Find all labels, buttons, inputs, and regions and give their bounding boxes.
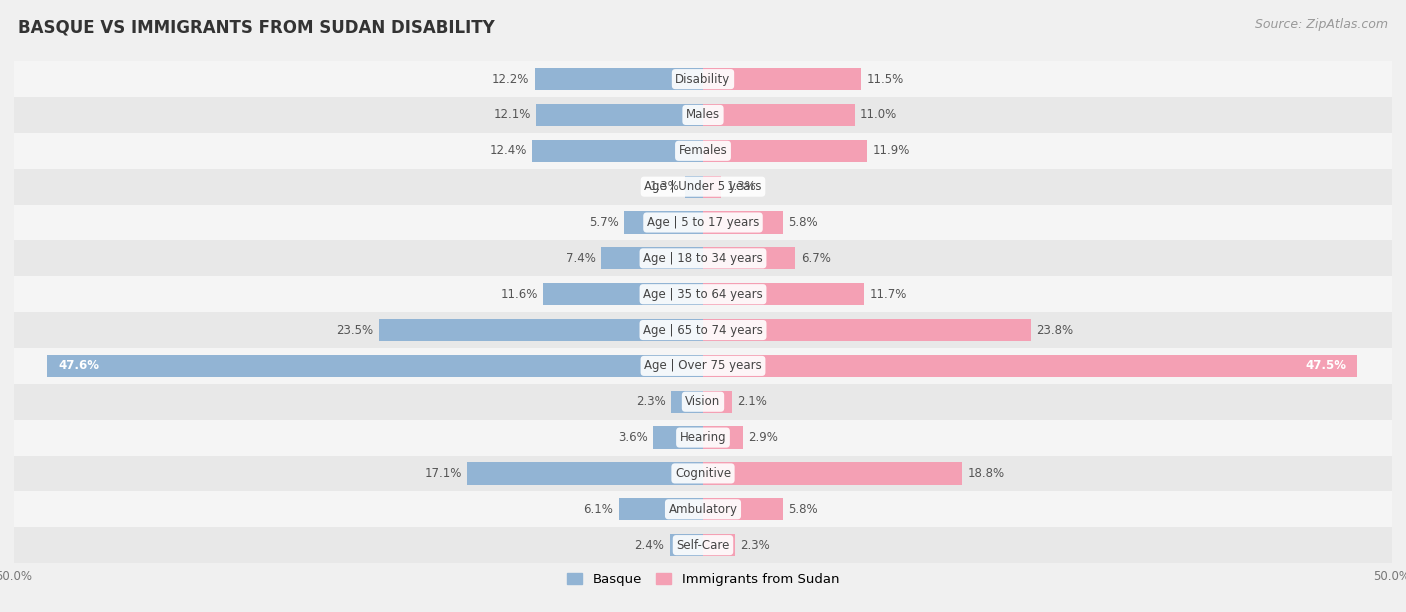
Text: 11.7%: 11.7% bbox=[870, 288, 907, 300]
Bar bbox=[534, 68, 703, 90]
Bar bbox=[380, 319, 703, 341]
Text: 2.3%: 2.3% bbox=[636, 395, 666, 408]
Text: 5.8%: 5.8% bbox=[789, 503, 818, 516]
Bar bbox=[703, 247, 796, 269]
Text: Age | 35 to 64 years: Age | 35 to 64 years bbox=[643, 288, 763, 300]
Bar bbox=[703, 534, 735, 556]
Text: 12.1%: 12.1% bbox=[494, 108, 531, 121]
Bar bbox=[467, 462, 703, 485]
Bar bbox=[703, 283, 865, 305]
Text: 2.3%: 2.3% bbox=[740, 539, 770, 551]
Text: Age | 65 to 74 years: Age | 65 to 74 years bbox=[643, 324, 763, 337]
Bar bbox=[703, 104, 855, 126]
Text: 1.3%: 1.3% bbox=[650, 180, 679, 193]
Bar bbox=[14, 97, 1392, 133]
Text: Source: ZipAtlas.com: Source: ZipAtlas.com bbox=[1254, 18, 1388, 31]
Bar bbox=[543, 283, 703, 305]
Legend: Basque, Immigrants from Sudan: Basque, Immigrants from Sudan bbox=[561, 568, 845, 592]
Text: 2.1%: 2.1% bbox=[738, 395, 768, 408]
Bar bbox=[703, 427, 742, 449]
Text: Disability: Disability bbox=[675, 73, 731, 86]
Text: BASQUE VS IMMIGRANTS FROM SUDAN DISABILITY: BASQUE VS IMMIGRANTS FROM SUDAN DISABILI… bbox=[18, 18, 495, 36]
Text: 5.7%: 5.7% bbox=[589, 216, 619, 229]
Bar bbox=[14, 455, 1392, 491]
Bar bbox=[703, 498, 783, 520]
Text: 6.7%: 6.7% bbox=[801, 252, 831, 265]
Bar bbox=[14, 420, 1392, 455]
Text: 11.6%: 11.6% bbox=[501, 288, 537, 300]
Bar bbox=[14, 241, 1392, 276]
Text: Ambulatory: Ambulatory bbox=[668, 503, 738, 516]
Text: 2.4%: 2.4% bbox=[634, 539, 665, 551]
Text: 5.8%: 5.8% bbox=[789, 216, 818, 229]
Bar bbox=[703, 462, 962, 485]
Bar bbox=[14, 491, 1392, 527]
Text: 23.5%: 23.5% bbox=[336, 324, 374, 337]
Text: Self-Care: Self-Care bbox=[676, 539, 730, 551]
Text: 1.3%: 1.3% bbox=[727, 180, 756, 193]
Bar bbox=[14, 384, 1392, 420]
Bar bbox=[14, 348, 1392, 384]
Text: Hearing: Hearing bbox=[679, 431, 727, 444]
Bar bbox=[536, 104, 703, 126]
Bar bbox=[669, 534, 703, 556]
Text: Age | 18 to 34 years: Age | 18 to 34 years bbox=[643, 252, 763, 265]
Text: 23.8%: 23.8% bbox=[1036, 324, 1074, 337]
Bar bbox=[671, 390, 703, 413]
Bar bbox=[703, 176, 721, 198]
Text: 12.2%: 12.2% bbox=[492, 73, 530, 86]
Bar bbox=[619, 498, 703, 520]
Text: Age | Under 5 years: Age | Under 5 years bbox=[644, 180, 762, 193]
Bar bbox=[703, 319, 1031, 341]
Text: 2.9%: 2.9% bbox=[748, 431, 779, 444]
Bar bbox=[703, 355, 1358, 377]
Bar bbox=[14, 204, 1392, 241]
Bar bbox=[48, 355, 703, 377]
Bar bbox=[14, 169, 1392, 204]
Text: 47.6%: 47.6% bbox=[58, 359, 100, 372]
Text: 11.5%: 11.5% bbox=[868, 73, 904, 86]
Text: Females: Females bbox=[679, 144, 727, 157]
Text: 6.1%: 6.1% bbox=[583, 503, 613, 516]
Bar bbox=[703, 68, 862, 90]
Bar bbox=[703, 140, 868, 162]
Bar bbox=[600, 247, 703, 269]
Text: 11.9%: 11.9% bbox=[873, 144, 910, 157]
Text: 7.4%: 7.4% bbox=[565, 252, 596, 265]
Bar bbox=[531, 140, 703, 162]
Text: Males: Males bbox=[686, 108, 720, 121]
Text: 17.1%: 17.1% bbox=[425, 467, 463, 480]
Bar bbox=[14, 133, 1392, 169]
Text: 12.4%: 12.4% bbox=[489, 144, 527, 157]
Text: 3.6%: 3.6% bbox=[619, 431, 648, 444]
Bar bbox=[624, 211, 703, 234]
Text: Vision: Vision bbox=[685, 395, 721, 408]
Text: Age | 5 to 17 years: Age | 5 to 17 years bbox=[647, 216, 759, 229]
Bar bbox=[654, 427, 703, 449]
Bar bbox=[703, 390, 733, 413]
Bar bbox=[14, 61, 1392, 97]
Bar bbox=[14, 276, 1392, 312]
Text: Age | Over 75 years: Age | Over 75 years bbox=[644, 359, 762, 372]
Text: 18.8%: 18.8% bbox=[967, 467, 1005, 480]
Bar bbox=[14, 527, 1392, 563]
Bar bbox=[685, 176, 703, 198]
Text: 47.5%: 47.5% bbox=[1305, 359, 1347, 372]
Bar bbox=[14, 312, 1392, 348]
Bar bbox=[703, 211, 783, 234]
Text: 11.0%: 11.0% bbox=[860, 108, 897, 121]
Text: Cognitive: Cognitive bbox=[675, 467, 731, 480]
